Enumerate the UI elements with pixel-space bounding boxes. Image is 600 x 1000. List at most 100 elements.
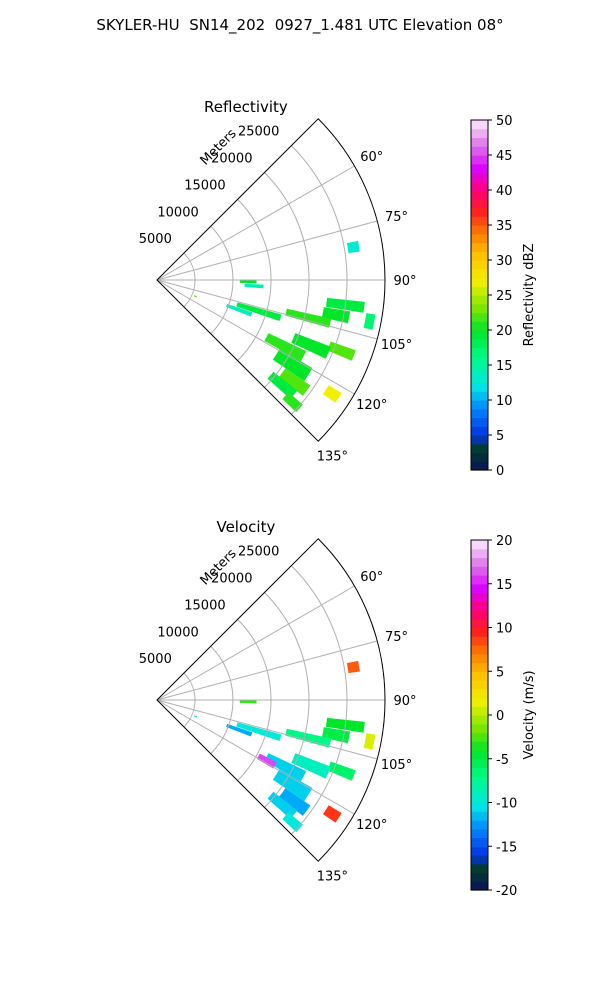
colorbar-tick-label: 15: [496, 578, 513, 593]
range-tick-label: 20000: [211, 152, 252, 167]
azimuth-tick-label: 90°: [393, 694, 416, 709]
reflectivity-panel: Reflectivity 5000 10000 15000 20000 25000 60° 7…: [139, 98, 537, 479]
colorbar-segment: [471, 295, 488, 305]
sector-frame: [156, 538, 386, 862]
colorbar-segment: [471, 277, 488, 287]
panel-title: Reflectivity: [204, 98, 288, 116]
radar-cell: [239, 280, 257, 284]
colorbar-segment: [471, 592, 488, 602]
range-tick-label: 15000: [184, 178, 225, 193]
colorbar-segment: [471, 601, 488, 611]
radar-cell: [193, 295, 198, 298]
azimuth-spoke: [156, 279, 378, 340]
colorbar-tick-label: 20: [496, 324, 513, 339]
azimuth-tick-label: 90°: [393, 274, 416, 289]
colorbar-segment: [471, 776, 488, 786]
radar-cell: [267, 791, 298, 819]
colorbar-segment: [471, 715, 488, 725]
radar-cell: [291, 753, 331, 779]
sector-frame: [156, 118, 386, 442]
radar-cell: [244, 283, 264, 289]
range-tick-label: 25000: [238, 125, 279, 140]
colorbar-segment: [471, 198, 488, 209]
colorbar-segment: [471, 671, 488, 681]
colorbar-segment: [471, 382, 488, 392]
range-tick-label: 10000: [157, 205, 198, 220]
azimuth-spoke: [156, 640, 378, 701]
radar-cell: [363, 733, 376, 750]
colorbar-segment: [471, 688, 488, 699]
radar-cell: [236, 302, 282, 321]
colorbar-segment: [471, 172, 488, 182]
radar-cell: [256, 753, 277, 769]
colorbar-tick-label: 10: [496, 622, 513, 637]
colorbar-tick-label: 20: [496, 534, 513, 549]
colorbar-tick-label: 0: [496, 709, 504, 724]
figure-title: SKYLER-HU SN14_202 0927_1.481 UTC Elevat…: [96, 16, 504, 34]
colorbar-segment: [471, 242, 488, 252]
radar-cell: [278, 788, 311, 816]
colorbar-tick-label: 30: [496, 254, 513, 269]
colorbar-segment: [471, 268, 488, 279]
colorbar-segment: [471, 575, 488, 585]
radar-cell: [322, 805, 342, 823]
colorbar-tick-label: 5: [496, 665, 504, 680]
colorbar-segment: [471, 828, 488, 839]
colorbar-tick-label: 5: [496, 429, 504, 444]
colorbar-segment: [471, 338, 488, 349]
radar-cell: [322, 385, 342, 403]
colorbar-label: Reflectivity dBZ: [522, 244, 537, 347]
azimuth-tick-label: 120°: [356, 398, 387, 413]
colorbar-segment: [471, 181, 488, 191]
radar-cell: [363, 313, 376, 330]
range-tick-label: 5000: [139, 232, 172, 247]
colorbar-segment: [471, 321, 488, 331]
radar-cell: [327, 761, 356, 781]
azimuth-tick-label: 60°: [360, 570, 383, 585]
azimuth-tick-label: 120°: [356, 818, 387, 833]
colorbar-segment: [471, 391, 488, 401]
colorbar-segment: [471, 330, 488, 340]
colorbar-segment: [471, 435, 488, 445]
colorbar-tick-label: 50: [496, 114, 513, 129]
radar-cell: [278, 368, 311, 396]
colorbar-segment: [471, 741, 488, 751]
radar-cell: [285, 728, 332, 748]
colorbar-segment: [471, 452, 488, 462]
radar-cell: [267, 371, 298, 399]
colorbar-segment: [471, 233, 488, 244]
colorbar-segment: [471, 855, 488, 865]
radar-cell: [291, 333, 331, 359]
colorbar-tick-label: -5: [496, 753, 509, 768]
colorbar-segment: [471, 881, 488, 891]
azimuth-spoke: [156, 699, 378, 760]
colorbar-segment: [471, 303, 488, 314]
colorbar-segment: [471, 627, 488, 637]
colorbar-segment: [471, 732, 488, 742]
colorbar-tick-label: 15: [496, 359, 513, 374]
colorbar-segment: [471, 312, 488, 322]
colorbar-segment: [471, 400, 488, 410]
azimuth-tick-label: 75°: [385, 630, 408, 645]
colorbar-segment: [471, 636, 488, 646]
radar-cell: [264, 753, 307, 782]
colorbar-segment: [471, 365, 488, 375]
colorbar-tick-label: -15: [496, 840, 517, 855]
colorbar-segment: [471, 461, 488, 471]
range-tick-label: 5000: [139, 652, 172, 667]
colorbar-segment: [471, 120, 488, 130]
colorbar-segment: [471, 155, 488, 165]
radar-cell: [272, 349, 313, 382]
colorbar-segment: [471, 645, 488, 655]
range-tick-label: 15000: [184, 598, 225, 613]
azimuth-tick-label: 75°: [385, 210, 408, 225]
radar-cell: [226, 303, 253, 317]
colorbar-tick-label: 45: [496, 149, 513, 164]
colorbar-segment: [471, 286, 488, 296]
colorbar-segment: [471, 837, 488, 847]
colorbar-segment: [471, 610, 488, 620]
colorbar-segment: [471, 680, 488, 690]
azimuth-spoke: [156, 220, 378, 281]
azimuth-spoke: [156, 699, 355, 815]
